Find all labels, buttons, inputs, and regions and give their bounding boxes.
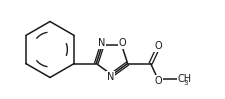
Text: 3: 3	[182, 80, 187, 86]
Text: N: N	[97, 38, 104, 48]
Text: N: N	[107, 72, 114, 82]
Text: CH: CH	[177, 74, 191, 84]
Text: O: O	[118, 38, 126, 48]
Text: O: O	[153, 41, 161, 51]
Text: O: O	[154, 76, 161, 86]
